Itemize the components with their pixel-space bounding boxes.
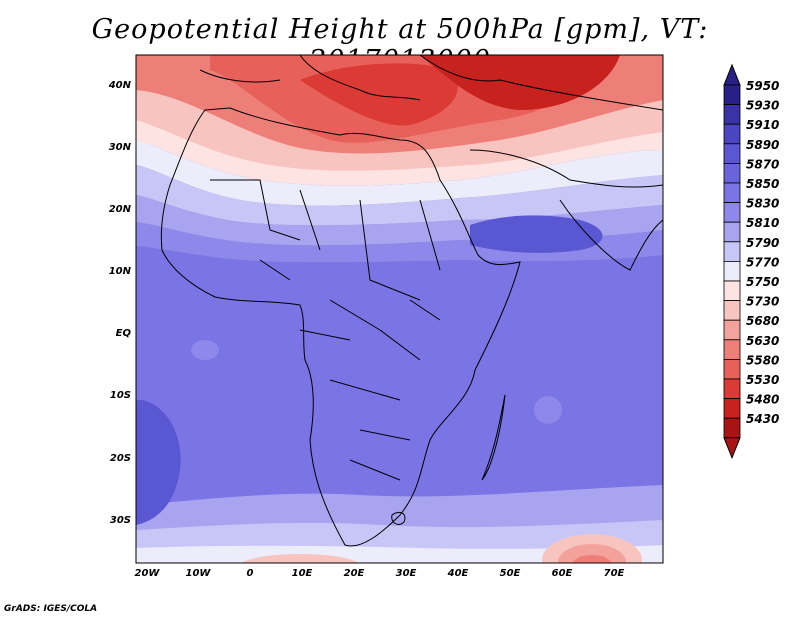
lon-label: 50E [500,568,521,579]
colorbar-swatch [723,182,741,204]
lat-label: 20S [110,453,131,464]
colorbar-swatch [723,339,741,360]
colorbar-label: 5430 [746,412,779,426]
lat-label: 20N [109,204,132,215]
longitude-axis: 20W 10W 0 10E 20E 30E 40E 50E 60E 70E [135,568,625,579]
colorbar-swatch [723,84,741,106]
colorbar-label: 5730 [746,295,779,309]
lon-label: 30E [396,568,417,579]
lon-label: 70E [604,568,625,579]
lon-label: 60E [552,568,573,579]
lon-label: 10E [292,568,313,579]
lon-label: 10W [186,568,212,579]
colorbar-label: 5850 [746,177,779,191]
lat-label: 40N [108,80,132,91]
colorbar-swatch [723,241,741,262]
colorbar-label: 5680 [746,314,779,328]
colorbar-label: 5890 [746,138,779,152]
colorbar: 5950 5930 5910 5890 5870 5850 5830 5810 5790 5770… [723,63,779,460]
colorbar-swatch [723,398,741,419]
colorbar-swatch [723,319,741,341]
colorbar-swatch [723,123,741,145]
colorbar-swatch [723,104,741,125]
colorbar-top-arrow [723,63,741,86]
colorbar-label: 5870 [746,157,779,171]
colorbar-swatch [723,202,741,223]
colorbar-label: 5930 [746,99,779,113]
lon-label: 20E [344,568,365,579]
colorbar-swatch [723,280,741,302]
colorbar-swatch [723,358,741,380]
colorbar-swatch [723,417,741,439]
colorbar-label: 5530 [746,373,779,387]
colorbar-swatch [723,143,741,164]
lat-label: 10S [110,390,131,401]
lon-label: 40E [447,568,469,579]
colorbar-label: 5580 [746,353,779,367]
lat-label: 10N [109,266,132,277]
lat-label: EQ [116,328,132,339]
coastlines [160,55,663,547]
latitude-axis: 40N 30N 20N 10N EQ 10S 20S 30S [108,80,132,526]
plot-frame [135,54,664,564]
lat-label: 30N [109,142,132,153]
colorbar-swatch [723,162,741,184]
lon-label: 0 [247,568,254,579]
colorbar-label: 5830 [746,197,779,211]
colorbar-swatch [723,221,741,243]
colorbar-swatch [723,260,741,282]
colorbar-label: 5630 [746,334,779,348]
grads-credit: GrADS: IGES/COLA [4,604,98,614]
colorbar-label: 5950 [746,79,779,93]
lon-label: 20W [135,568,161,579]
colorbar-swatch [723,378,741,400]
colorbar-label: 5750 [746,275,779,289]
colorbar-label: 5480 [746,393,779,407]
colorbar-label: 5770 [746,255,779,269]
colorbar-label: 5810 [746,216,779,230]
colorbar-bottom-arrow [723,437,741,460]
lat-label: 30S [110,515,131,526]
colorbar-label: 5910 [746,118,779,132]
field-shading [136,55,663,563]
colorbar-label: 5790 [746,236,779,250]
colorbar-swatch [723,300,741,321]
